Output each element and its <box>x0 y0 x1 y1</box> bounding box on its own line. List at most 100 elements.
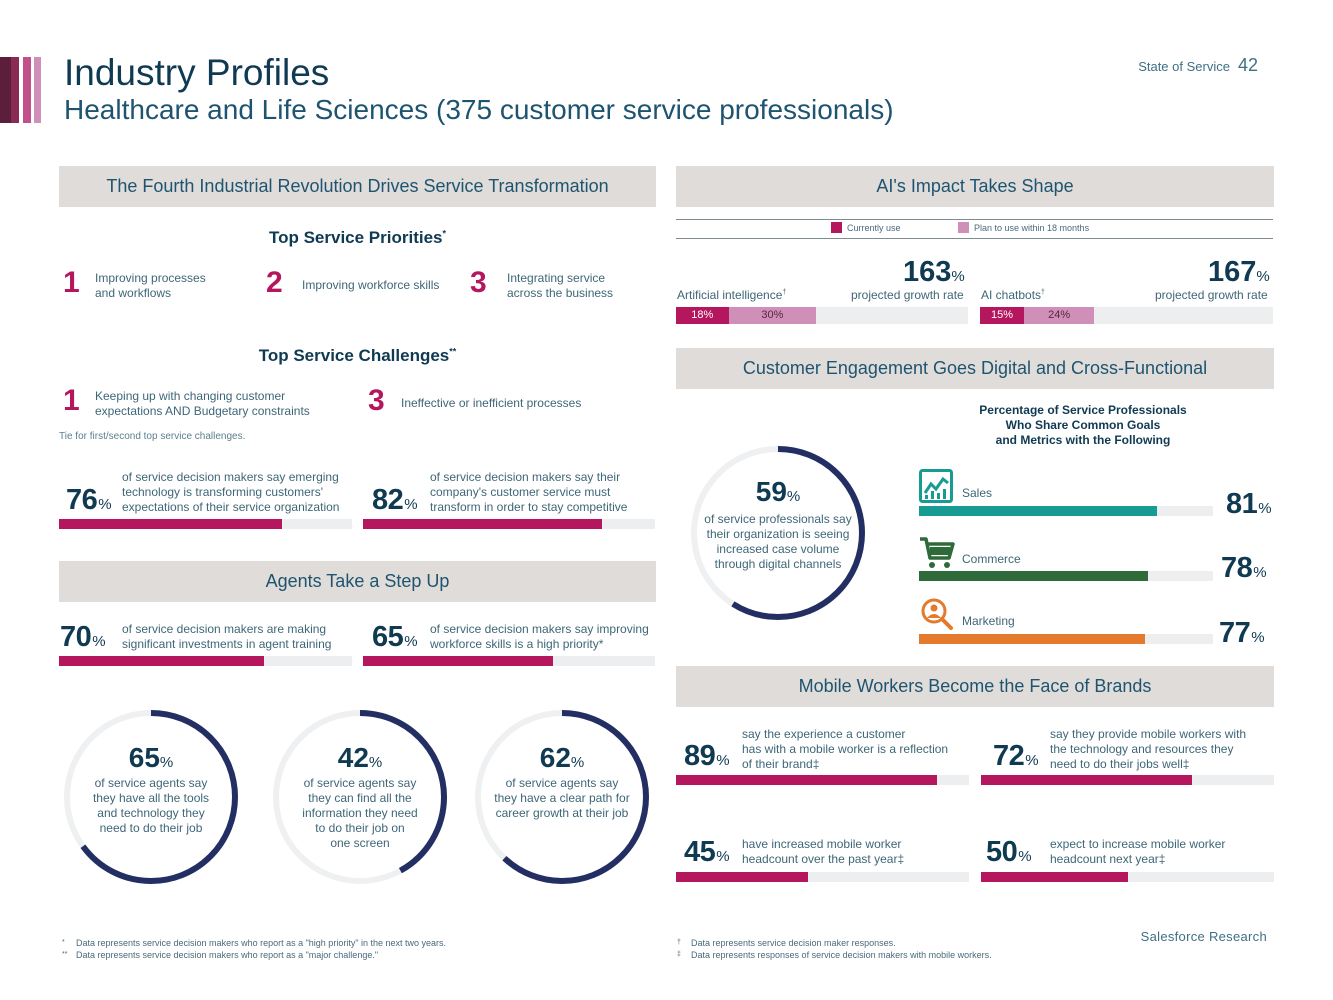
legend-swatch <box>958 222 969 233</box>
stat-bar-fill <box>363 519 603 529</box>
stat-bar-fill <box>981 872 1128 882</box>
engagement-bar-track <box>919 634 1213 644</box>
engagement-value: 81% <box>1226 488 1272 520</box>
footnote: † Data represents service decision maker … <box>677 938 896 948</box>
ring-description: of service agents say they have a clear p… <box>494 776 630 820</box>
stat-bar-track <box>676 872 969 882</box>
engagement-label: Marketing <box>962 614 1015 628</box>
legend-divider <box>676 219 1273 220</box>
ai-item-label: Artificial intelligence† <box>677 288 787 302</box>
legend-swatch <box>831 222 842 233</box>
ai-plan-bar: 24% <box>1023 307 1095 324</box>
stat-value: 45% <box>684 836 730 868</box>
stat-bar-track <box>363 656 655 666</box>
ring-value: 42% <box>337 742 383 773</box>
footnote: ‡ Data represents responses of service de… <box>677 950 992 960</box>
challenge-text: Keeping up with changing customer expecta… <box>95 389 310 418</box>
priorities-heading: Top Service Priorities* <box>268 228 447 247</box>
stat-value: 65% <box>372 621 418 653</box>
ai-current-bar: 18% <box>676 307 729 324</box>
stat-description: have increased mobile worker headcount ov… <box>742 837 905 866</box>
ring-chart <box>273 710 447 884</box>
magnifier-person-icon <box>919 597 953 631</box>
growth-value: 167% <box>1208 256 1270 288</box>
section-header-ai: AI's Impact Takes Shape <box>676 166 1274 207</box>
stat-bar-track <box>59 519 352 529</box>
priority-text: Improving workforce skills <box>302 278 440 292</box>
page-subtitle: Healthcare and Life Sciences (375 custom… <box>64 94 894 125</box>
ai-bar-track: 18% 30% <box>676 307 968 324</box>
stat-description: say the experience a customer has with a … <box>742 727 949 771</box>
priority-rank: 1 <box>63 266 80 299</box>
shopping-cart-icon <box>919 536 955 570</box>
stat-bar-fill <box>981 775 1192 785</box>
stat-description: say they provide mobile workers with the … <box>1050 727 1247 771</box>
stat-bar-fill <box>59 656 265 666</box>
priority-rank: 2 <box>266 266 283 299</box>
ring-arc <box>691 446 865 620</box>
ai-item-label: AI chatbots† <box>981 288 1045 302</box>
digital-channels-ring: 59% of service professionals say their or… <box>685 440 871 626</box>
stat-bar-track <box>981 872 1274 882</box>
engagement-label: Commerce <box>962 552 1021 566</box>
stat-bar-track <box>59 656 352 666</box>
stat-description: of service decision makers say improving… <box>430 622 649 651</box>
agent-tools-ring: 65% of service agents say they have all t… <box>58 704 244 890</box>
stat-description: expect to increase mobile worker headcoun… <box>1050 837 1226 866</box>
sales-chart-icon <box>919 469 953 503</box>
engagement-bar-track <box>919 506 1213 516</box>
challenge-text: Ineffective or inefficient processes <box>401 396 582 410</box>
engagement-value: 77% <box>1219 617 1265 649</box>
ring-description: of service agents say they can find all t… <box>302 776 418 850</box>
stat-value: 70% <box>60 621 106 653</box>
challenge-rank: 3 <box>368 384 385 417</box>
section-header-agents: Agents Take a Step Up <box>59 561 656 602</box>
ring-description: of service professionals say their organi… <box>704 512 852 571</box>
ring-arc <box>64 710 238 884</box>
growth-label: projected growth rate <box>851 288 964 302</box>
engagement-bar-fill <box>919 571 1149 581</box>
engagement-label: Sales <box>962 486 993 500</box>
ai-bar-track: 15% 24% <box>980 307 1273 324</box>
stat-bar-track <box>981 775 1274 785</box>
growth-value: 163% <box>903 256 965 288</box>
ring-chart <box>691 446 865 620</box>
tie-note: Tie for first/second top service challen… <box>59 431 246 442</box>
legend-item-current: Currently use <box>831 222 901 233</box>
ring-chart <box>475 710 649 884</box>
ring-arc <box>475 710 649 884</box>
brand-label: Salesforce Research <box>1140 929 1267 944</box>
engagement-bar-fill <box>919 634 1146 644</box>
page-number: 42 <box>1237 55 1258 75</box>
stat-value: 50% <box>986 836 1032 868</box>
stat-description: of service decision makers say their comp… <box>430 470 628 514</box>
stat-bar-track <box>676 775 969 785</box>
priority-text: Improving processes and workflows <box>95 271 206 300</box>
stat-bar-fill <box>676 775 937 785</box>
section-header-customer-engagement: Customer Engagement Goes Digital and Cro… <box>676 348 1274 389</box>
stat-description: of service decision makers are making sig… <box>122 622 332 651</box>
section-header-fourth-revolution: The Fourth Industrial Revolution Drives … <box>59 166 656 207</box>
stat-bar-fill <box>363 656 553 666</box>
legend-divider <box>676 238 1273 239</box>
stat-bar-track <box>363 519 655 529</box>
stat-description: of service decision makers say emerging t… <box>122 470 340 514</box>
page-header: State of Service 42 <box>1138 55 1258 76</box>
report-name: State of Service <box>1138 59 1230 74</box>
stat-value: 72% <box>993 740 1039 772</box>
agent-career-ring: 62% of service agents say they have a cle… <box>469 704 655 890</box>
stat-value: 76% <box>66 484 112 516</box>
ring-chart <box>64 710 238 884</box>
priority-text: Integrating service across the business <box>507 271 614 300</box>
footnotes-right: † Data represents service decision maker … <box>677 937 992 961</box>
stat-bar-fill <box>676 872 808 882</box>
stat-value: 89% <box>684 740 730 772</box>
section-header-mobile: Mobile Workers Become the Face of Brands <box>676 666 1274 707</box>
shared-goals-heading: Percentage of Service Professionals Who S… <box>979 403 1187 447</box>
ai-plan-bar: 30% <box>728 307 817 324</box>
ring-value: 59% <box>755 476 801 507</box>
ring-value: 65% <box>128 742 174 773</box>
legend-item-plan: Plan to use within 18 months <box>958 222 1089 233</box>
footnotes-left: * Data represents service decision makers… <box>62 937 446 961</box>
engagement-bar-track <box>919 571 1213 581</box>
